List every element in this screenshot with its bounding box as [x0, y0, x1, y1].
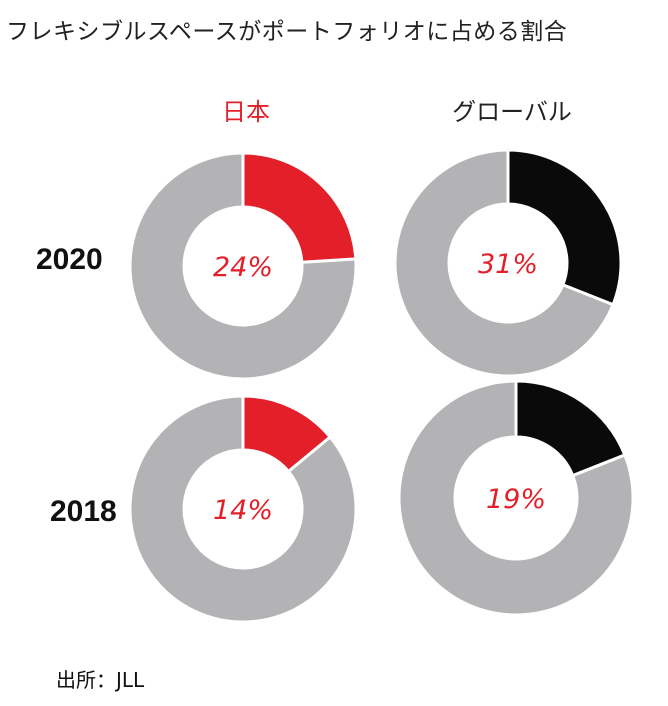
slice-2020-japan-flex [241, 151, 358, 264]
value-label-2020-global: 31% [478, 249, 538, 280]
column-label-global: グローバル [452, 98, 572, 126]
chart-title: フレキシブルスペースがポートフォリオに占める割合 [6, 19, 568, 45]
slice-2018-global-flex [514, 379, 627, 478]
row-label-2020: 2020 [36, 243, 103, 276]
donut-2020-global: 31% [393, 148, 623, 378]
slice-2020-global-flex [506, 148, 623, 307]
value-label-2020-japan: 24% [213, 252, 273, 283]
donut-2020-japan: 24% [128, 151, 358, 381]
row-label-2018: 2018 [50, 495, 117, 528]
value-label-2018-japan: 14% [213, 495, 273, 526]
slice-2018-japan-flex [241, 394, 333, 474]
slice-2020-global-other [393, 148, 616, 378]
slice-2018-japan-other [128, 394, 358, 624]
slice-2018-global-other [397, 379, 635, 617]
value-label-2018-global: 19% [486, 484, 546, 515]
slice-2020-japan-other [128, 151, 358, 381]
column-label-japan: 日本 [222, 98, 270, 126]
source-note: 出所：JLL [56, 668, 145, 692]
donut-2018-global: 19% [397, 379, 635, 617]
donut-2018-japan: 14% [128, 394, 358, 624]
